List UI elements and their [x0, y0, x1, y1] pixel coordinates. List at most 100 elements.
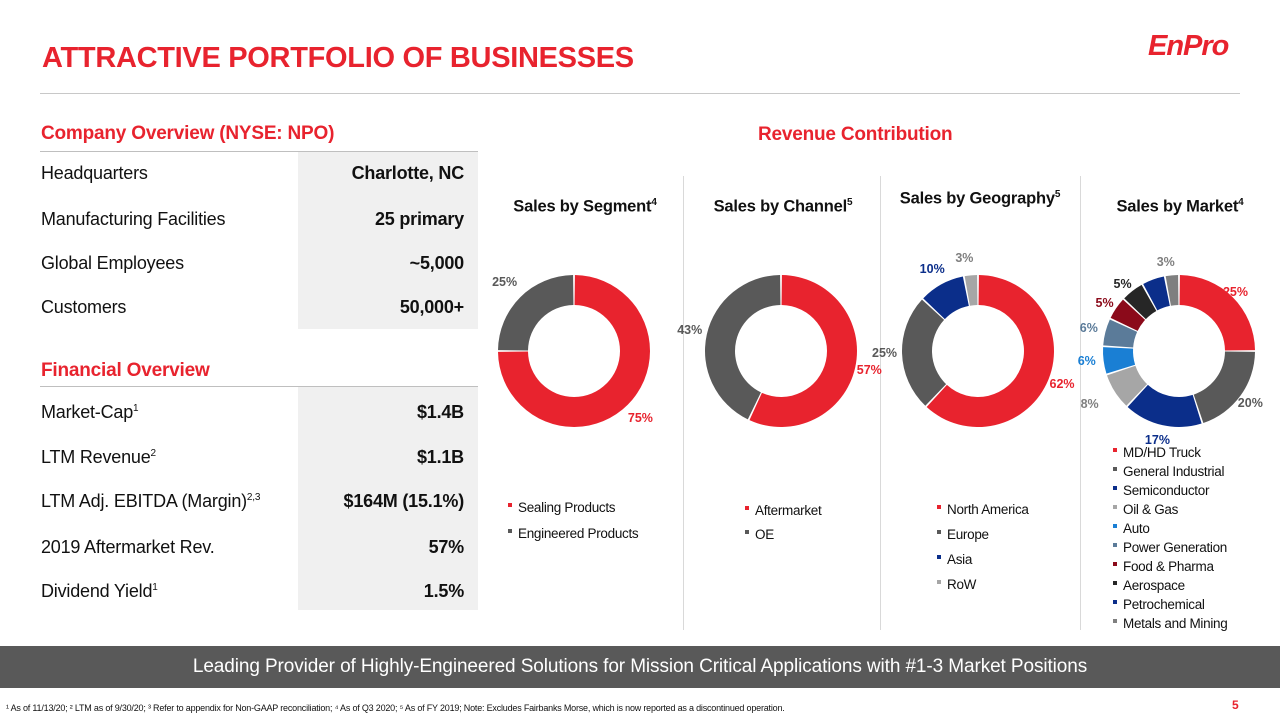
segment-data-label: 25%: [492, 275, 518, 290]
segment-chart-title: Sales by Segment4: [513, 197, 657, 216]
headquarters-label: Headquarters: [41, 163, 148, 183]
financial-overview-heading: Financial Overview: [41, 360, 210, 381]
legend-swatch: [508, 503, 512, 508]
legend-item: Power Generation: [1113, 538, 1227, 557]
legend-item: Oil & Gas: [1113, 500, 1227, 519]
market-slice: [1127, 384, 1202, 427]
market-data-label: 17%: [1144, 432, 1170, 447]
market-slice: [1110, 299, 1146, 331]
legend-item: RoW: [937, 577, 1029, 592]
legend-swatch: [937, 505, 941, 510]
segment-slice: [498, 275, 574, 351]
legend-swatch: [1113, 448, 1117, 453]
legend-swatch: [1113, 467, 1117, 472]
channel-data-label: 57%: [856, 363, 882, 378]
legend-swatch: [745, 506, 749, 511]
page-title: ATTRACTIVE PORTFOLIO OF BUSINESSES: [42, 42, 634, 74]
market-data-label: 8%: [1080, 396, 1099, 411]
ltm-revenue-value: $1.1B: [416, 447, 464, 467]
legend-swatch: [937, 530, 941, 535]
geography-data-label: 62%: [1049, 376, 1075, 391]
legend-item: General Industrial: [1113, 462, 1227, 481]
column-divider-2: [880, 176, 881, 630]
legend-item: Food & Pharma: [1113, 557, 1227, 576]
geography-chart-title: Sales by Geography5: [899, 189, 1061, 208]
legend-item: Europe: [937, 527, 1029, 552]
company-overview-value-shade: [298, 151, 478, 329]
geography-slice: [926, 275, 1054, 427]
tagline-banner: [0, 646, 1280, 688]
geography-slice: [964, 275, 978, 306]
market-slice: [1107, 365, 1148, 406]
geography-slice: [901, 299, 947, 406]
page-number: 5: [1232, 698, 1239, 712]
channel-chart-title: Sales by Channel5: [713, 197, 853, 216]
enpro-logo: EnPro: [1148, 30, 1229, 62]
employees-value: ~5,000: [409, 253, 465, 273]
legend-item: North America: [937, 502, 1029, 527]
market-data-label: 5%: [1113, 276, 1132, 291]
legend-swatch: [1113, 524, 1117, 529]
market-cap-label: Market-Cap1: [41, 402, 139, 422]
title-divider: [40, 93, 1240, 94]
legend-item: Auto: [1113, 519, 1227, 538]
footnotes: ¹ As of 11/13/20; ² LTM as of 9/30/20; ³…: [6, 703, 785, 713]
market-slice: [1193, 351, 1255, 423]
channel-slice: [705, 275, 781, 420]
market-data-label: 6%: [1077, 354, 1096, 369]
channel-slice: [749, 275, 857, 427]
legend-swatch: [1113, 543, 1117, 548]
market-slice: [1179, 275, 1255, 351]
legend-swatch: [1113, 581, 1117, 586]
market-slice: [1124, 284, 1157, 320]
legend-swatch: [937, 580, 941, 585]
revenue-contribution-heading: Revenue Contribution: [758, 124, 953, 145]
legend-swatch: [1113, 486, 1117, 491]
market-slice: [1165, 275, 1179, 306]
column-divider-1: [683, 176, 684, 630]
legend-swatch: [1113, 619, 1117, 624]
legend-swatch: [1113, 505, 1117, 510]
market-slice: [1103, 347, 1136, 374]
ebitda-value: $164M (15.1%): [343, 491, 465, 511]
customers-label: Customers: [41, 297, 127, 317]
legend-swatch: [937, 555, 941, 560]
channel-legend: Aftermarket OE: [745, 503, 822, 542]
legend-swatch: [1113, 562, 1117, 567]
company-overview-heading: Company Overview (NYSE: NPO): [41, 123, 335, 144]
market-legend: MD/HD Truck General Industrial Semicondu…: [1113, 443, 1228, 633]
market-cap-value: $1.4B: [416, 402, 464, 422]
legend-item: Asia: [937, 552, 1029, 577]
legend-item: Petrochemical: [1113, 595, 1227, 614]
ltm-revenue-label: LTM Revenue2: [41, 447, 156, 467]
legend-item: Engineered Products: [508, 526, 639, 541]
market-data-label: 6%: [1079, 321, 1098, 336]
dividend-yield-label: Dividend Yield1: [41, 581, 158, 601]
legend-item: OE: [745, 527, 821, 542]
employees-label: Global Employees: [41, 253, 184, 273]
financial-table-rule: [40, 386, 478, 387]
geography-slice: [923, 276, 969, 320]
geography-data-label: 10%: [919, 262, 945, 277]
market-data-label: 20%: [1237, 395, 1263, 410]
customers-value: 50,000+: [399, 297, 464, 317]
legend-swatch: [1113, 600, 1117, 605]
facilities-label: Manufacturing Facilities: [41, 209, 226, 229]
company-table-rule: [40, 151, 478, 152]
legend-swatch: [508, 529, 512, 534]
aftermarket-rev-label: 2019 Aftermarket Rev.: [41, 537, 215, 557]
headquarters-value: Charlotte, NC: [351, 163, 465, 183]
geography-legend: North America Europe Asia RoW: [937, 502, 1029, 592]
market-slice: [1143, 276, 1170, 311]
column-divider-3: [1080, 176, 1081, 630]
geography-data-label: 3%: [955, 251, 974, 266]
channel-data-label: 43%: [677, 322, 703, 337]
legend-item: Aftermarket: [745, 503, 822, 527]
legend-item: MD/HD Truck: [1113, 443, 1227, 462]
segment-legend: Sealing Products Engineered Products: [508, 500, 639, 541]
market-data-label: 3%: [1156, 255, 1175, 270]
facilities-value: 25 primary: [374, 209, 464, 229]
segment-data-label: 75%: [627, 410, 653, 425]
aftermarket-rev-value: 57%: [428, 537, 465, 557]
